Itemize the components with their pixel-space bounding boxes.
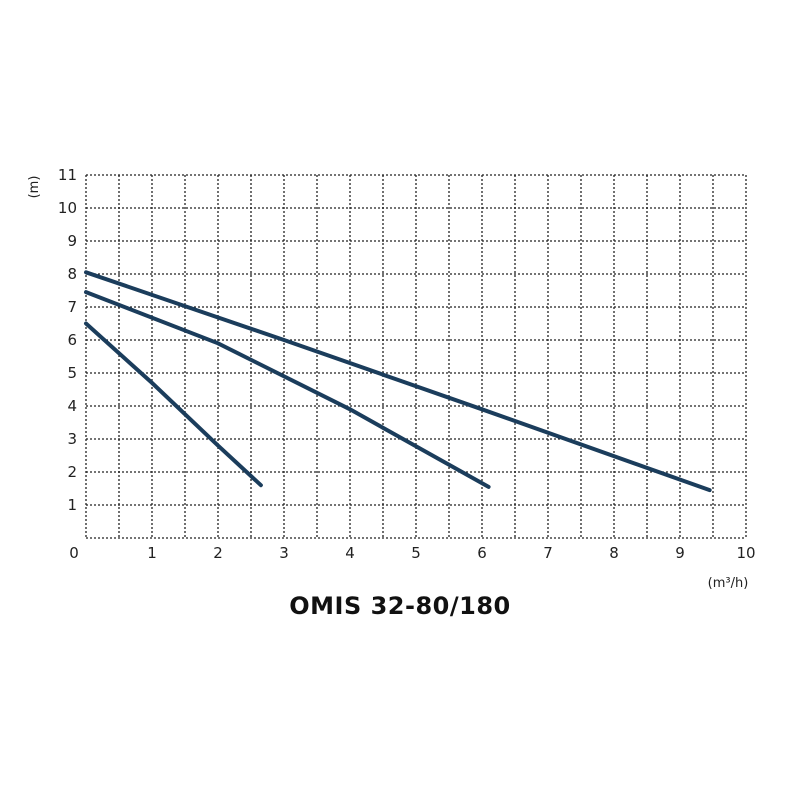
y-tick-label: 8 [67, 265, 77, 283]
x-tick-label: 9 [675, 544, 685, 562]
x-tick-label: 4 [345, 544, 355, 562]
y-tick-label: 1 [67, 496, 77, 514]
x-tick-label: 1 [147, 544, 157, 562]
pump-curve-chart: 0 1 2 3 4 5 6 7 8 9 10 1 2 3 4 5 6 7 8 9 10 11 (m) (m³/h) [27, 166, 756, 591]
y-tick-label: 4 [67, 397, 77, 415]
grid [85, 174, 747, 539]
x-axis-label: (m³/h) [708, 576, 749, 591]
performance-curve [84, 290, 491, 489]
x-tick-label: 3 [279, 544, 289, 562]
chart-title: OMIS 32-80/180 [289, 592, 511, 620]
x-tick-label: 2 [213, 544, 223, 562]
x-tick-label: 0 [69, 544, 79, 562]
y-tick-label: 10 [58, 199, 77, 217]
curves [84, 270, 712, 493]
y-tick-label: 3 [67, 430, 77, 448]
y-tick-label: 9 [67, 232, 77, 250]
performance-curve [84, 321, 263, 488]
axes: 0 1 2 3 4 5 6 7 8 9 10 1 2 3 4 5 6 7 8 9 10 11 [58, 166, 756, 562]
x-tick-label: 7 [543, 544, 553, 562]
y-tick-label: 6 [67, 331, 77, 349]
x-tick-label: 6 [477, 544, 487, 562]
y-axis-label: (m) [27, 176, 42, 199]
x-tick-label: 8 [609, 544, 619, 562]
y-tick-label: 7 [67, 298, 77, 316]
y-tick-label: 5 [67, 364, 77, 382]
x-tick-label: 5 [411, 544, 421, 562]
y-tick-label: 2 [67, 463, 77, 481]
performance-curve [84, 270, 712, 493]
y-tick-label: 11 [58, 166, 77, 184]
x-tick-label: 10 [736, 544, 755, 562]
